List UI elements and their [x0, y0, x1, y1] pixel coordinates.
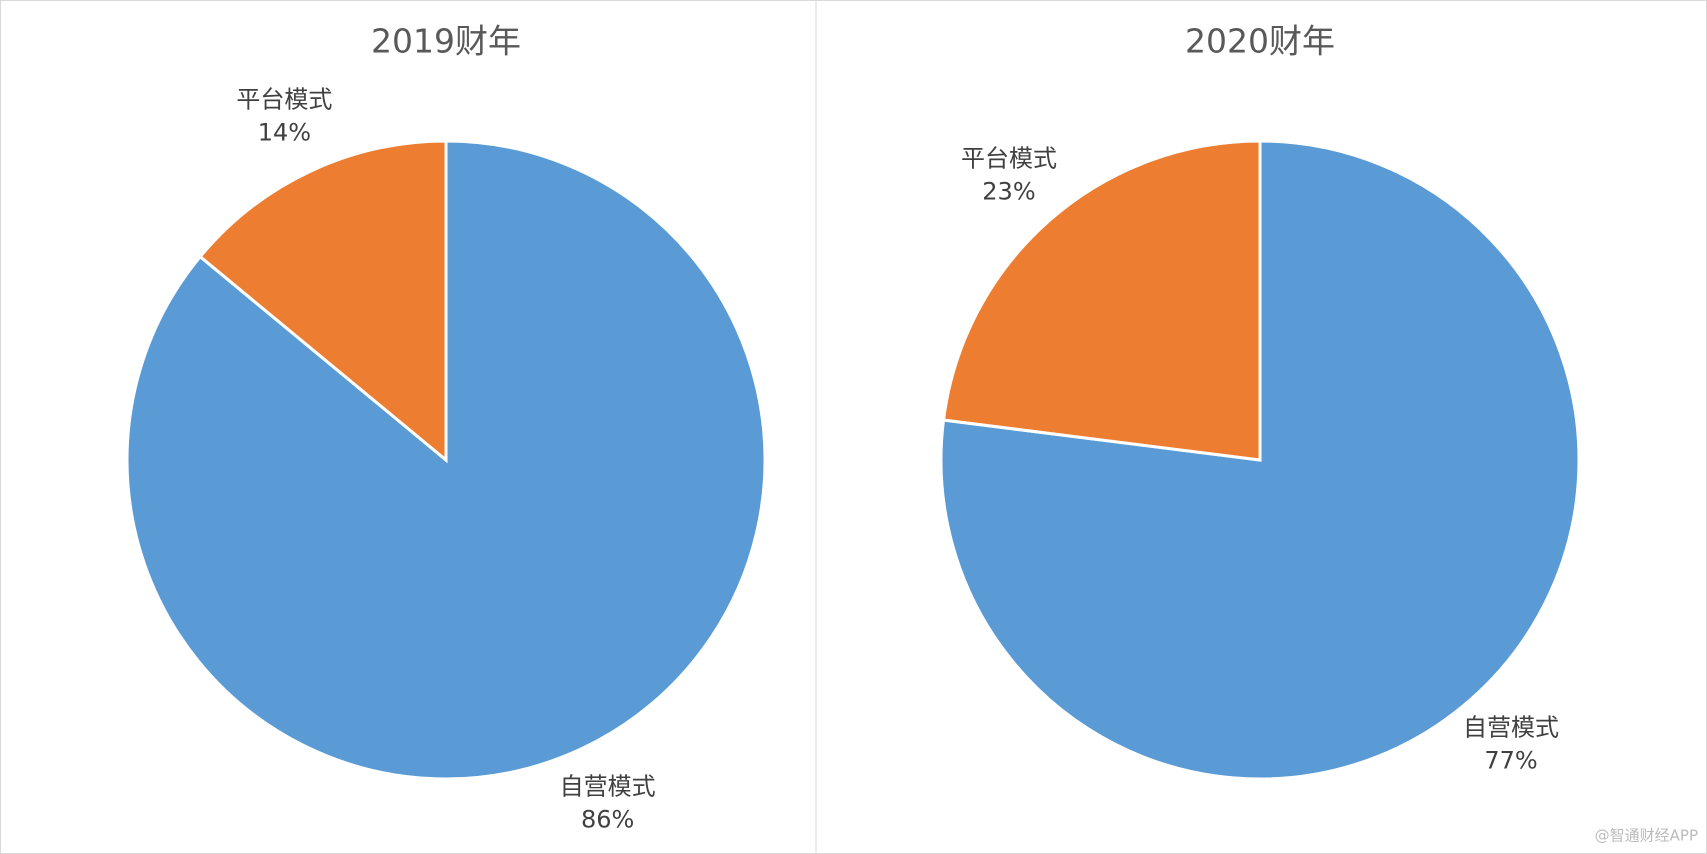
slice-label: 自营模式: [560, 772, 656, 800]
slice-label: 平台模式: [961, 144, 1057, 172]
watermark: @智通财经APP: [1595, 827, 1698, 845]
slice-label: 自营模式: [1463, 714, 1559, 742]
slice-value: 86%: [581, 805, 634, 833]
chart-title: 2019财年: [371, 22, 521, 61]
pie-slice: [941, 139, 1262, 462]
slice-label: 平台模式: [236, 86, 332, 114]
pie-slice: [125, 139, 767, 781]
slice-value: 77%: [1484, 747, 1537, 775]
slice-value: 23%: [982, 177, 1035, 205]
slice-value: 14%: [258, 119, 311, 147]
chart-title: 2020财年: [1185, 22, 1335, 61]
pie-slice: [198, 139, 448, 464]
